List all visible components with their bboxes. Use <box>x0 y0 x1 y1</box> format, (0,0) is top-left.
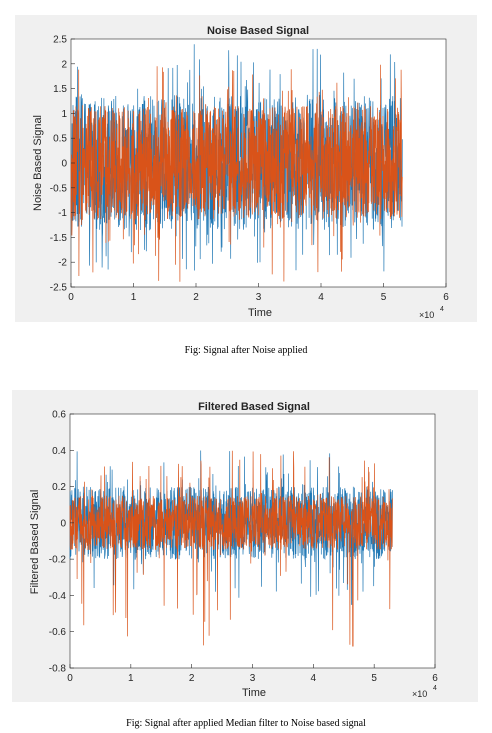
chart-title: Noise Based Signal <box>207 25 309 37</box>
chart-noise-based-signal: 0 1 2 3 4 5 6 -2.5 -2 -1.5 -1 -0.5 0 0.5 1 1.5 2 2.5 Nois… <box>32 25 449 320</box>
y-tick-label: -0.4 <box>49 591 67 602</box>
figure-filtered-based-signal: 0 1 2 3 4 5 6 -0.8 -0.6 -0.4 -0.2 0 0.2 0.4 0.6 Filter… <box>12 390 478 702</box>
x-tick-label: 0 <box>68 292 74 303</box>
y-axis-label: Noise Based Signal <box>32 115 44 211</box>
ticks-group: 0 1 2 3 4 5 6 -2.5 -2 -1.5 -1 -0.5 0 0.5 1 1.5 2 2.5 <box>50 35 449 304</box>
x-tick-label: 4 <box>318 292 324 303</box>
x-tick-label: 5 <box>381 292 387 303</box>
x-tick-label: 5 <box>371 673 377 684</box>
y-tick-label: -0.8 <box>49 664 67 675</box>
y-tick-label: 0.2 <box>52 482 66 493</box>
caption-figure-1: Fig: Signal after Noise applied <box>184 345 308 356</box>
x-exponent-label: ×10 <box>419 310 434 320</box>
x-tick-label: 3 <box>250 673 256 684</box>
y-tick-label: -1.5 <box>50 233 68 244</box>
x-exponent-label: ×10 <box>412 689 427 699</box>
x-exponent-power: 4 <box>433 685 437 692</box>
y-tick-label: 1 <box>61 109 67 120</box>
y-tick-label: -0.2 <box>49 555 67 566</box>
y-tick-label: 0.5 <box>53 134 67 145</box>
caption-figure-2: Fig: Signal after applied Median filter … <box>126 718 366 729</box>
y-tick-label: 2.5 <box>53 35 67 46</box>
y-tick-label: -0.6 <box>49 627 67 638</box>
signal-series-2-line <box>69 450 393 647</box>
series-group <box>70 44 403 282</box>
x-tick-label: 0 <box>67 673 73 684</box>
x-tick-label: 1 <box>128 673 134 684</box>
y-tick-label: -0.5 <box>50 183 68 194</box>
y-tick-label: 2 <box>61 59 67 70</box>
x-tick-label: 2 <box>189 673 195 684</box>
y-tick-label: -2.5 <box>50 283 68 294</box>
y-tick-label: 0 <box>60 518 66 529</box>
ticks-group: 0 1 2 3 4 5 6 -0.8 -0.6 -0.4 -0.2 0 0.2 0.4 0.6 <box>49 410 438 685</box>
x-tick-label: 4 <box>311 673 317 684</box>
series-group <box>69 450 393 647</box>
x-axis-label: Time <box>248 307 272 319</box>
y-tick-label: 0.4 <box>52 446 66 457</box>
y-tick-label: -1 <box>58 208 67 219</box>
x-tick-label: 1 <box>131 292 137 303</box>
signal-series-2-line <box>70 64 403 282</box>
y-tick-label: 0 <box>61 159 67 170</box>
figure-noise-based-signal: 0 1 2 3 4 5 6 -2.5 -2 -1.5 -1 -0.5 0 0.5 1 1.5 2 2.5 Nois… <box>15 15 477 322</box>
x-tick-label: 3 <box>256 292 262 303</box>
y-tick-label: 1.5 <box>53 84 67 95</box>
x-tick-label: 6 <box>432 673 438 684</box>
x-tick-label: 2 <box>193 292 199 303</box>
chart-filtered-based-signal: 0 1 2 3 4 5 6 -0.8 -0.6 -0.4 -0.2 0 0.2 0.4 0.6 Filter… <box>29 401 438 699</box>
x-axis-label: Time <box>242 687 266 699</box>
chart-title: Filtered Based Signal <box>198 401 310 413</box>
y-axis-label: Filtered Based Signal <box>29 490 41 595</box>
y-tick-label: -2 <box>58 258 67 269</box>
y-tick-label: 0.6 <box>52 410 66 421</box>
x-tick-label: 6 <box>443 292 449 303</box>
x-exponent-power: 4 <box>440 306 444 313</box>
